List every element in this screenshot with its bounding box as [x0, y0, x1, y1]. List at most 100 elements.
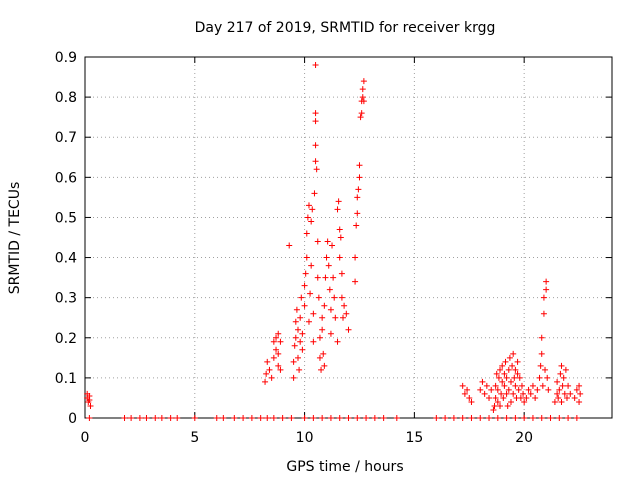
data-point: [521, 415, 528, 421]
data-point: [309, 206, 316, 213]
data-point: [503, 415, 510, 421]
data-point: [296, 366, 303, 373]
data-point: [312, 158, 319, 165]
data-point: [311, 190, 318, 197]
data-point: [515, 386, 522, 393]
data-point: [303, 254, 310, 261]
data-point: [355, 186, 362, 193]
data-point: [559, 382, 566, 389]
data-point: [501, 382, 508, 389]
data-points: [84, 62, 584, 421]
x-axis-title: GPS time / hours: [286, 459, 403, 475]
data-point: [506, 354, 513, 361]
y-tick-label: 0.1: [55, 371, 77, 387]
data-point: [509, 362, 516, 369]
data-point: [540, 310, 547, 317]
data-point: [359, 86, 366, 93]
data-point: [288, 415, 295, 421]
data-point: [270, 338, 277, 345]
data-point: [354, 210, 361, 217]
data-point: [529, 382, 536, 389]
data-point: [312, 118, 319, 125]
data-point: [545, 386, 552, 393]
data-point: [359, 94, 366, 101]
data-point: [273, 334, 280, 341]
data-point: [319, 326, 326, 333]
data-point: [565, 382, 572, 389]
axis-ticks: 0 0.1 0.2 0.3 0.4 0.5 0.6 0.7 0.8 0.9 0 5 10 15 20: [55, 50, 612, 446]
data-point: [357, 114, 364, 121]
data-point: [167, 415, 174, 421]
data-point: [554, 378, 561, 385]
data-point: [468, 398, 475, 405]
data-point: [556, 415, 563, 421]
data-point: [270, 354, 277, 361]
data-point: [327, 306, 334, 313]
data-point: [393, 415, 400, 421]
data-point: [335, 198, 342, 205]
data-point: [510, 350, 517, 357]
data-point: [354, 415, 361, 421]
data-point: [290, 358, 297, 365]
data-point: [341, 302, 348, 309]
data-point: [345, 415, 352, 421]
data-point: [557, 370, 564, 377]
data-point: [494, 415, 501, 421]
data-point: [464, 386, 471, 393]
data-point: [302, 270, 309, 277]
data-point: [257, 415, 264, 421]
data-point: [490, 406, 497, 413]
data-point: [86, 415, 93, 421]
data-point: [505, 366, 512, 373]
data-point: [294, 326, 301, 333]
data-point: [275, 362, 282, 369]
data-point: [334, 206, 341, 213]
data-point: [319, 415, 326, 421]
data-point: [499, 362, 506, 369]
data-point: [493, 370, 500, 377]
y-axis-title: SRMTID / TECUs: [7, 182, 23, 295]
data-point: [191, 415, 198, 421]
data-point: [143, 415, 150, 421]
data-point: [512, 382, 519, 389]
data-point: [466, 394, 473, 401]
data-point: [538, 334, 545, 341]
data-point: [532, 394, 539, 401]
data-point: [86, 396, 93, 403]
data-point: [277, 366, 284, 373]
data-point: [486, 415, 493, 421]
data-point: [174, 415, 181, 421]
data-point: [536, 374, 543, 381]
data-point: [220, 415, 227, 421]
data-point: [459, 415, 466, 421]
data-point: [312, 142, 319, 149]
data-point: [495, 374, 502, 381]
data-point: [500, 394, 507, 401]
data-point: [576, 398, 583, 405]
data-point: [560, 374, 567, 381]
data-point: [325, 262, 332, 269]
data-point: [544, 374, 551, 381]
x-tick-label: 5: [190, 430, 199, 446]
data-point: [468, 415, 475, 421]
data-point: [573, 415, 580, 421]
data-point: [491, 402, 498, 409]
data-point: [483, 382, 490, 389]
data-point: [292, 318, 299, 325]
data-point: [363, 415, 370, 421]
data-point: [248, 415, 255, 421]
data-point: [304, 214, 311, 221]
data-point: [497, 366, 504, 373]
data-point: [231, 415, 238, 421]
data-point: [323, 254, 330, 261]
data-point: [477, 415, 484, 421]
data-point: [504, 402, 511, 409]
data-point: [273, 346, 280, 353]
data-point: [319, 314, 326, 321]
data-point: [352, 278, 359, 285]
data-point: [507, 398, 514, 405]
data-point: [136, 415, 143, 421]
x-tick-label: 15: [405, 430, 423, 446]
data-point: [498, 390, 505, 397]
